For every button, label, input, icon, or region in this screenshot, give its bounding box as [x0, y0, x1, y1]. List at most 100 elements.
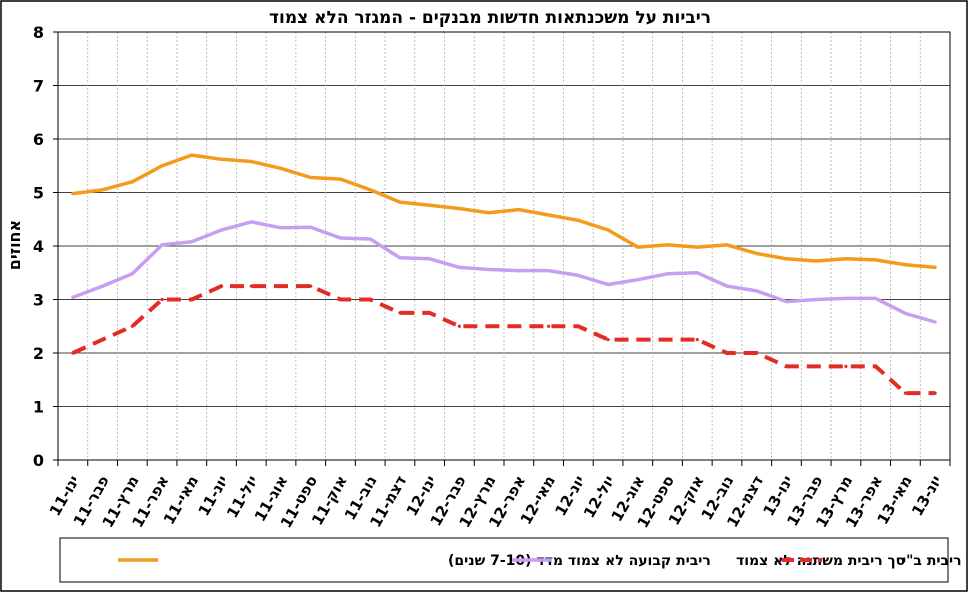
- y-tick-label: 2: [33, 344, 44, 363]
- series-point-0: [755, 251, 759, 256]
- series-point-1: [160, 243, 164, 247]
- series-point-1: [844, 296, 848, 301]
- y-tick-label: 3: [33, 291, 44, 310]
- series-line-0: [72, 153, 936, 270]
- series-point-2: [784, 364, 789, 368]
- series-point-1: [457, 265, 461, 269]
- series-point-2: [755, 351, 759, 355]
- series-point-1: [101, 284, 105, 288]
- series-point-1: [725, 284, 729, 288]
- series-point-0: [428, 203, 432, 207]
- series-point-0: [101, 188, 105, 192]
- series-point-0: [814, 259, 818, 263]
- series-point-2: [844, 364, 848, 368]
- series-point-2: [338, 297, 343, 302]
- series-point-2: [219, 284, 224, 288]
- series-point-2: [665, 338, 670, 342]
- series-line-2: [72, 284, 936, 396]
- series-point-0: [219, 157, 224, 161]
- chart-title: ריביות על משכנתאות חדשות מבנקים - המגזר …: [269, 8, 711, 28]
- series-point-2: [71, 351, 75, 355]
- series-point-1: [71, 295, 75, 299]
- grid-lines: [58, 31, 950, 460]
- series-point-1: [190, 240, 194, 244]
- series-point-1: [695, 271, 699, 275]
- series-point-1: [517, 269, 521, 273]
- series-point-0: [695, 245, 699, 249]
- series-point-2: [160, 297, 164, 302]
- series-point-0: [487, 211, 491, 215]
- series-point-1: [219, 228, 224, 232]
- series-point-2: [457, 324, 461, 328]
- series-point-1: [368, 237, 372, 241]
- series-point-1: [338, 236, 343, 240]
- series-point-1: [547, 269, 551, 273]
- series-point-2: [279, 284, 283, 288]
- series-point-1: [933, 320, 937, 324]
- legend-label-2: ריבית ב"י: [902, 553, 962, 569]
- series-point-2: [368, 297, 372, 302]
- series-point-2: [517, 324, 521, 328]
- legend: ריבית קבועה לא צמוד מדד (7-10 שנים) סך רי…: [59, 537, 962, 583]
- series-line-1: [72, 220, 936, 324]
- series-point-1: [279, 226, 283, 230]
- series-point-2: [130, 324, 134, 328]
- series-point-1: [636, 278, 640, 282]
- series-point-0: [576, 218, 580, 222]
- series-point-0: [665, 243, 670, 247]
- y-tick-label: 4: [33, 237, 44, 256]
- y-tick-labels: 0 1 2 3 4 5 6 7 8: [33, 23, 44, 470]
- series-point-1: [874, 296, 878, 301]
- series-point-1: [755, 289, 759, 293]
- legend-label-0: ריבית קבועה לא צמוד מדד (7-10 שנים): [448, 553, 711, 569]
- series-point-2: [309, 284, 313, 288]
- series-point-2: [576, 324, 580, 328]
- series-point-2: [725, 351, 729, 355]
- series-point-0: [71, 191, 75, 196]
- series-point-2: [933, 391, 937, 395]
- series-point-1: [606, 282, 610, 287]
- series-point-2: [695, 338, 699, 342]
- series-point-0: [279, 166, 283, 171]
- series-point-0: [844, 257, 848, 261]
- plot-area-frame: [57, 31, 951, 461]
- series-lines: [71, 153, 937, 396]
- series-point-0: [636, 245, 640, 249]
- series-point-2: [487, 324, 491, 328]
- series-point-0: [368, 188, 372, 192]
- series-point-2: [428, 311, 432, 315]
- series-point-0: [606, 228, 610, 232]
- series-point-2: [190, 297, 194, 302]
- series-point-2: [101, 338, 105, 342]
- series-point-0: [338, 177, 343, 181]
- series-point-0: [398, 200, 402, 204]
- y-tick-label: 6: [33, 130, 44, 149]
- series-point-0: [933, 265, 937, 269]
- series-point-1: [665, 272, 670, 276]
- series-point-0: [547, 213, 551, 217]
- series-point-0: [725, 243, 729, 247]
- series-point-0: [903, 263, 908, 267]
- series-point-0: [457, 206, 461, 211]
- series-point-1: [398, 256, 402, 260]
- series-point-1: [784, 300, 789, 304]
- series-point-0: [517, 208, 521, 212]
- series-point-1: [428, 257, 432, 261]
- series-point-2: [874, 364, 878, 368]
- y-tick-label: 8: [33, 23, 44, 42]
- series-point-2: [398, 311, 402, 315]
- y-tick-label: 1: [33, 398, 44, 417]
- series-point-0: [130, 180, 134, 184]
- series-point-2: [606, 338, 610, 342]
- series-point-1: [249, 220, 253, 224]
- y-tick-label: 7: [33, 77, 44, 96]
- axes: [53, 31, 951, 466]
- series-point-0: [190, 153, 194, 157]
- series-point-2: [249, 284, 253, 288]
- y-axis-label: אחוזים: [5, 220, 24, 270]
- series-point-2: [636, 338, 640, 342]
- series-point-2: [814, 364, 818, 368]
